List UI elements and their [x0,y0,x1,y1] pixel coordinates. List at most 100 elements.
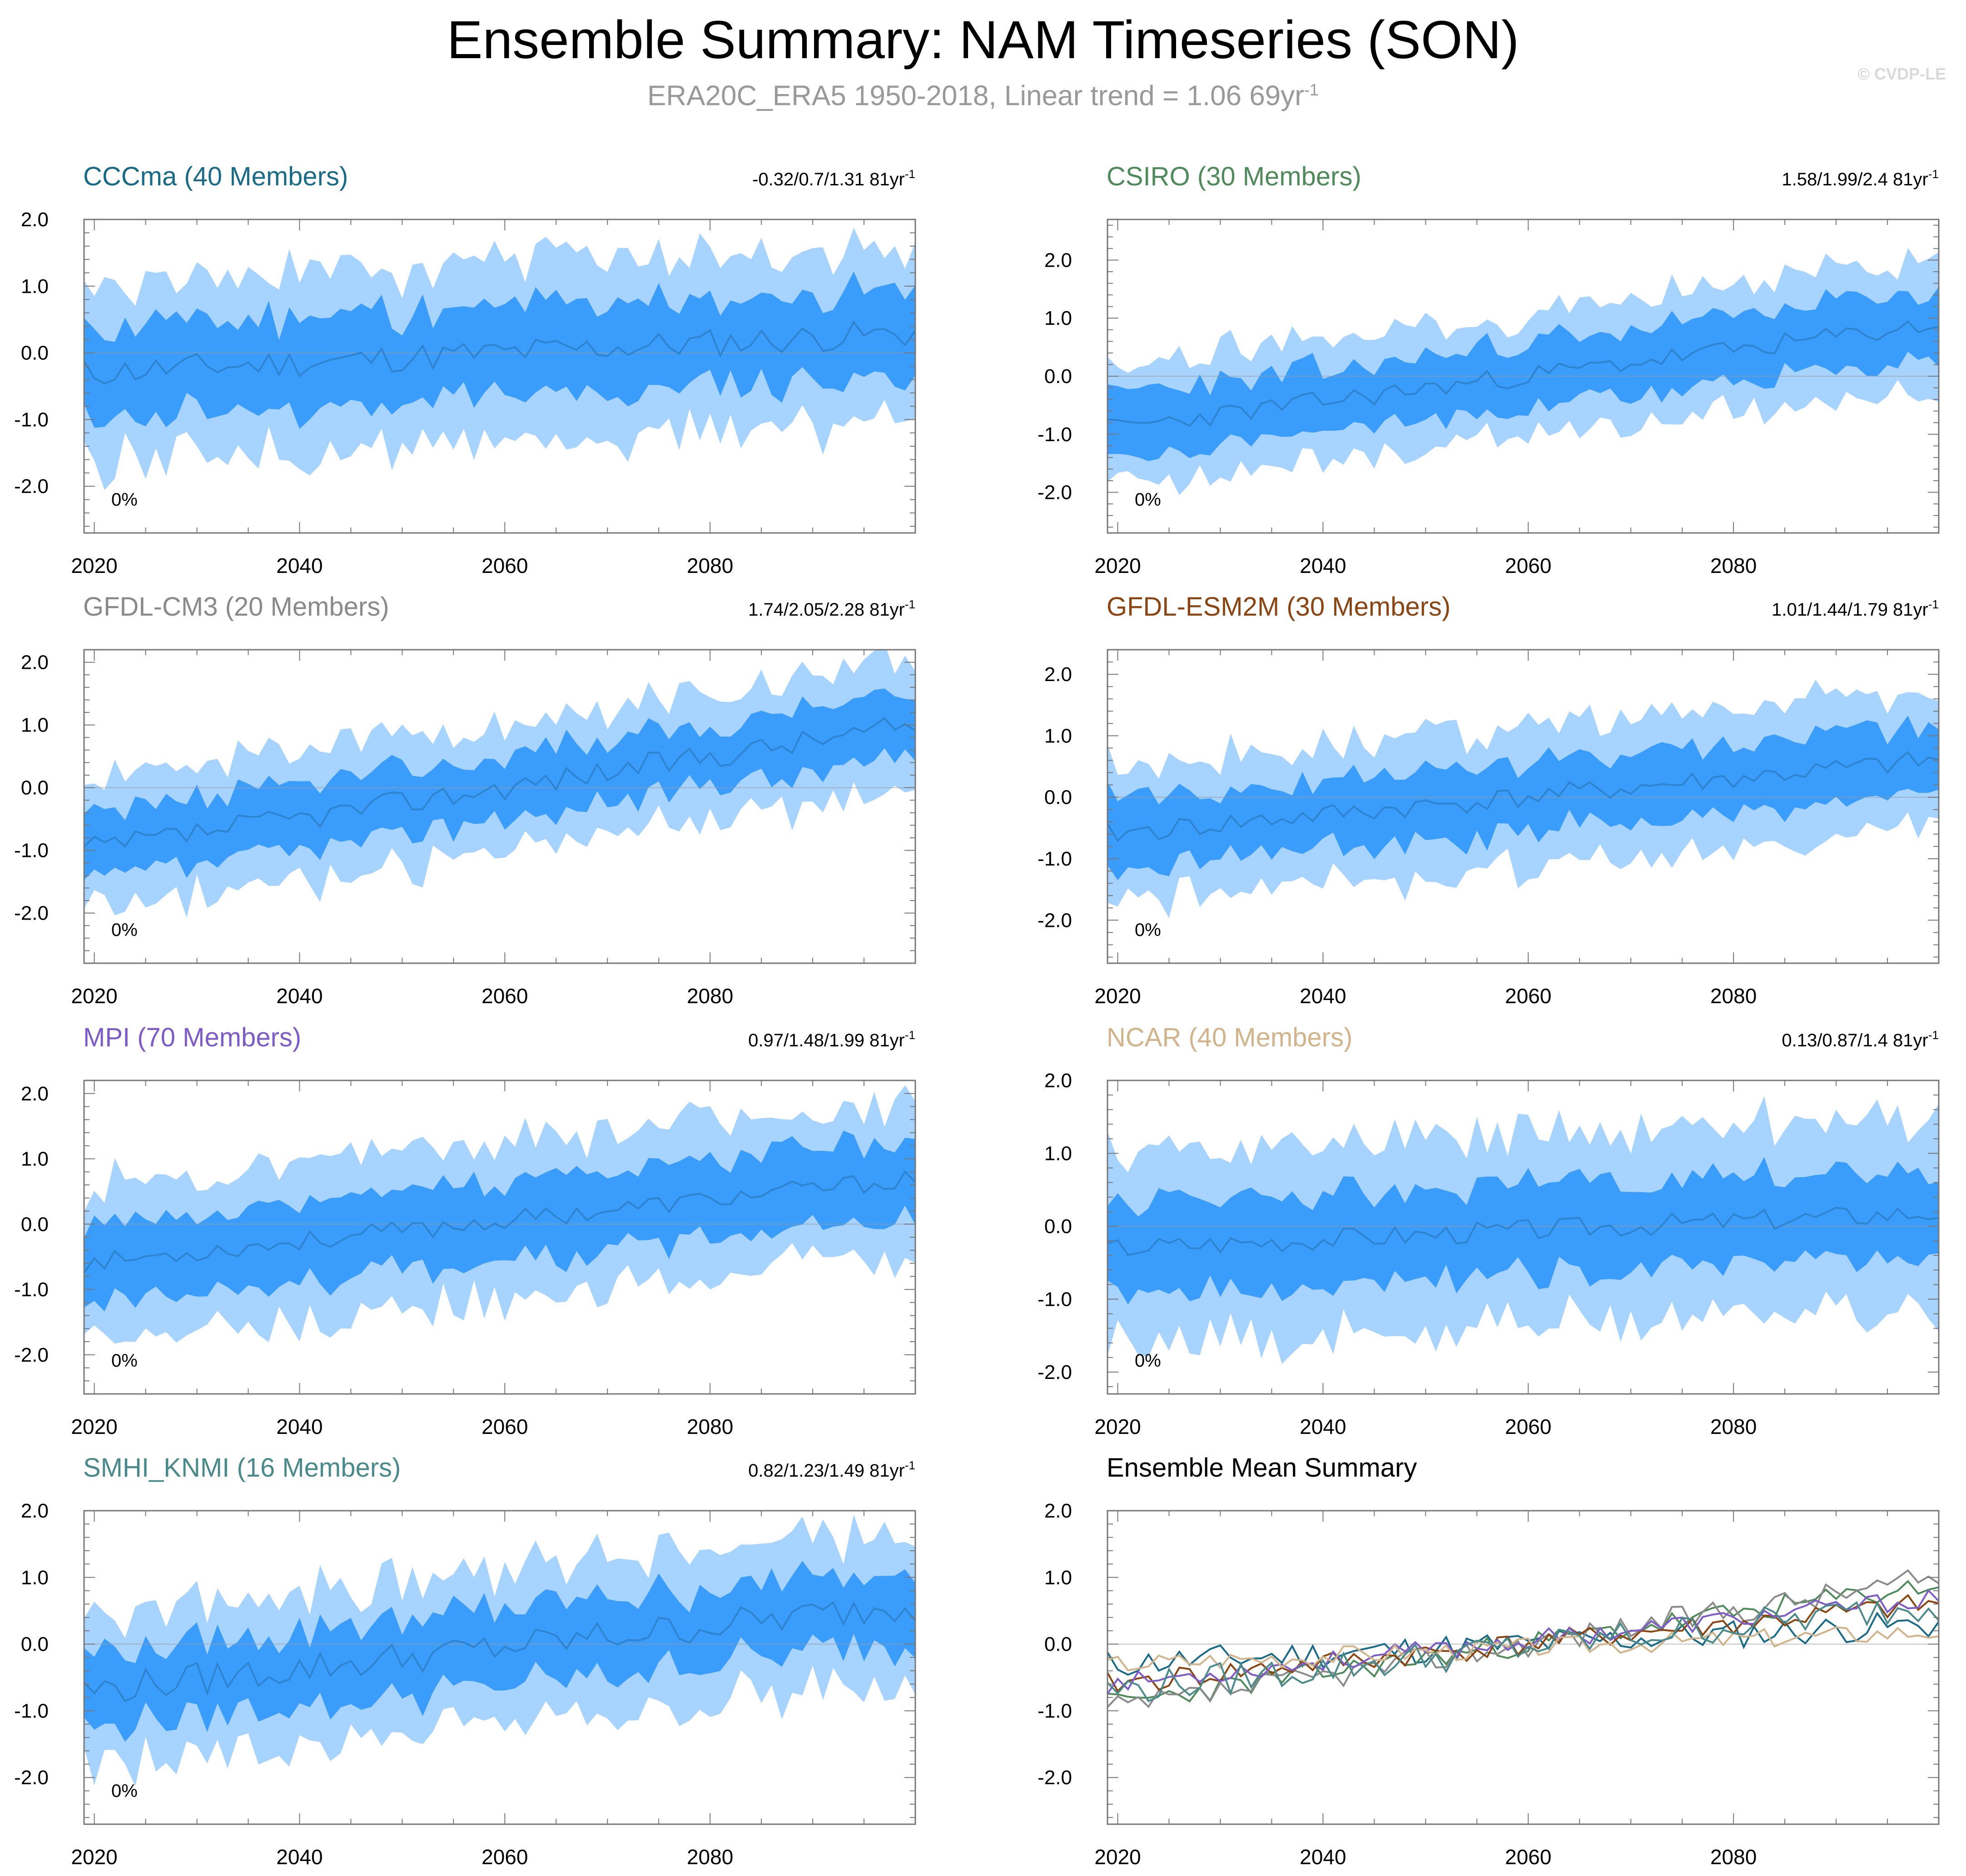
panel-title: CCCma (40 Members) [83,162,348,191]
x-tick-label: 2020 [1094,1845,1141,1869]
panel-title: GFDL-ESM2M (30 Members) [1107,592,1450,622]
subtitle-superscript: -1 [1304,80,1319,99]
plot-frame [83,219,916,534]
y-tick-label: 2.0 [21,1083,49,1105]
plot-frame [1107,649,1940,964]
plot-frame [1107,1510,1940,1825]
x-tick-label: 2080 [1710,1415,1757,1438]
panel-title: NCAR (40 Members) [1107,1023,1352,1052]
y-tick-label: 2.0 [21,1500,49,1522]
y-tick-label: 2.0 [21,209,49,231]
plot-area [84,650,915,918]
ensemble-mean-line [84,1601,915,1702]
x-tick-label: 2060 [1505,1415,1551,1438]
plot-area [84,1514,915,1786]
x-tick-label: 2040 [1300,554,1346,577]
y-tick-label: -2.0 [1038,482,1072,504]
inner-range-band [84,688,915,880]
panel-title: SMHI_KNMI (16 Members) [83,1453,401,1483]
x-tick-label: 2040 [276,1415,323,1438]
trend-superscript: -1 [1928,597,1939,611]
panel-mpi: MPI (70 Members) 0.97/1.48/1.99 81yr-1 0% 2… [14,1023,916,1438]
trend-value: -0.32/0.7/1.31 81yr [752,169,905,189]
y-tick-label: 0.0 [21,777,49,799]
trend-value: 0.82/1.23/1.49 81yr [748,1461,905,1481]
percent-label: 0% [1135,920,1161,940]
y-tick-label: -2.0 [1038,1767,1072,1789]
x-tick-label: 2040 [1300,984,1346,1008]
trend-value: 1.74/2.05/2.28 81yr [748,600,905,620]
y-tick-label: -1.0 [14,1279,49,1301]
ensemble-mean-line [1107,320,1939,428]
y-tick-label: -1.0 [14,408,49,431]
ensemble-mean-line [84,1170,915,1274]
y-tick-label: 0.0 [21,1213,49,1235]
trend-value: 1.58/1.99/2.4 81yr [1782,169,1928,189]
plot-area [84,1085,915,1344]
y-tick-label: 0.0 [21,342,49,364]
trend-label: 1.58/1.99/2.4 81yr-1 [1782,167,1939,189]
percent-label: 0% [111,1781,138,1801]
y-tick-label: 1.0 [1044,725,1072,747]
watermark: © CVDP-LE [1857,65,1946,83]
percent-label: 0% [1135,1351,1161,1371]
y-tick-label: -2.0 [1038,909,1072,931]
trend-value: 0.97/1.48/1.99 81yr [748,1030,905,1050]
trend-superscript: -1 [905,167,915,181]
y-tick-label: 2.0 [1044,1070,1072,1092]
y-tick-label: 1.0 [21,275,49,298]
plot-area [1107,679,1939,918]
trend-label: 0.13/0.87/1.4 81yr-1 [1782,1028,1939,1050]
panel-title: GFDL-CM3 (20 Members) [83,592,389,622]
y-tick-label: -2.0 [14,902,49,925]
y-tick-label: 0.0 [1044,365,1072,388]
y-tick-label: -1.0 [1038,423,1072,446]
y-tick-label: -2.0 [14,1767,49,1789]
series-line-ncar [1107,1626,1939,1672]
y-tick-label: -1.0 [14,1700,49,1722]
trend-label: 1.01/1.44/1.79 81yr-1 [1772,597,1939,620]
series-line-smhi-knmi [1107,1601,1939,1702]
page-title: Ensemble Summary: NAM Timeseries (SON) [447,10,1519,70]
y-tick-label: 2.0 [1044,663,1072,686]
y-tick-label: 0.0 [1044,786,1072,809]
trend-value: 1.01/1.44/1.79 81yr [1772,600,1928,620]
y-tick-label: 0.0 [21,1633,49,1656]
y-tick-label: 2.0 [1044,1500,1072,1522]
percent-label: 0% [1135,490,1161,510]
x-tick-label: 2080 [687,1415,733,1438]
panel-smhi-knmi: SMHI_KNMI (16 Members) 0.82/1.23/1.49 81y… [14,1453,916,1869]
y-tick-label: -1.0 [14,840,49,862]
trend-superscript: -1 [1928,167,1939,181]
x-tick-label: 2020 [1094,984,1141,1008]
x-tick-label: 2040 [1300,1415,1346,1438]
x-tick-label: 2020 [71,1415,117,1438]
x-tick-label: 2040 [276,984,323,1008]
trend-label: 1.74/2.05/2.28 81yr-1 [748,597,915,620]
plot-frame [1107,1080,1940,1395]
plot-frame [83,649,916,964]
y-tick-label: 2.0 [21,652,49,674]
x-tick-label: 2080 [1710,554,1757,577]
trend-label: -0.32/0.7/1.31 81yr-1 [752,167,915,189]
x-tick-label: 2060 [482,554,528,577]
y-tick-label: 1.0 [21,1567,49,1589]
series-line-csiro [1107,1580,1939,1703]
trend-superscript: -1 [905,1458,915,1472]
ensemble-mean-line [84,717,915,848]
x-tick-label: 2060 [1505,984,1551,1008]
x-tick-label: 2020 [1094,554,1141,577]
y-tick-label: 1.0 [1044,307,1072,329]
trend-superscript: -1 [1928,1028,1939,1042]
ensemble-mean-line [84,320,915,385]
x-tick-label: 2060 [1505,1845,1551,1869]
y-tick-label: 1.0 [21,714,49,736]
panel-ensemble-mean-summary: Ensemble Mean Summary 2.0 1.0 0.0 -1.0 -2.0 20… [1038,1453,1940,1869]
x-tick-label: 2080 [687,1845,733,1869]
x-tick-label: 2080 [687,984,733,1008]
panel-title: CSIRO (30 Members) [1107,162,1361,191]
x-tick-label: 2080 [687,554,733,577]
plot-area [1107,1096,1939,1364]
inner-range-band [1107,1157,1939,1305]
x-tick-label: 2040 [276,1845,323,1869]
